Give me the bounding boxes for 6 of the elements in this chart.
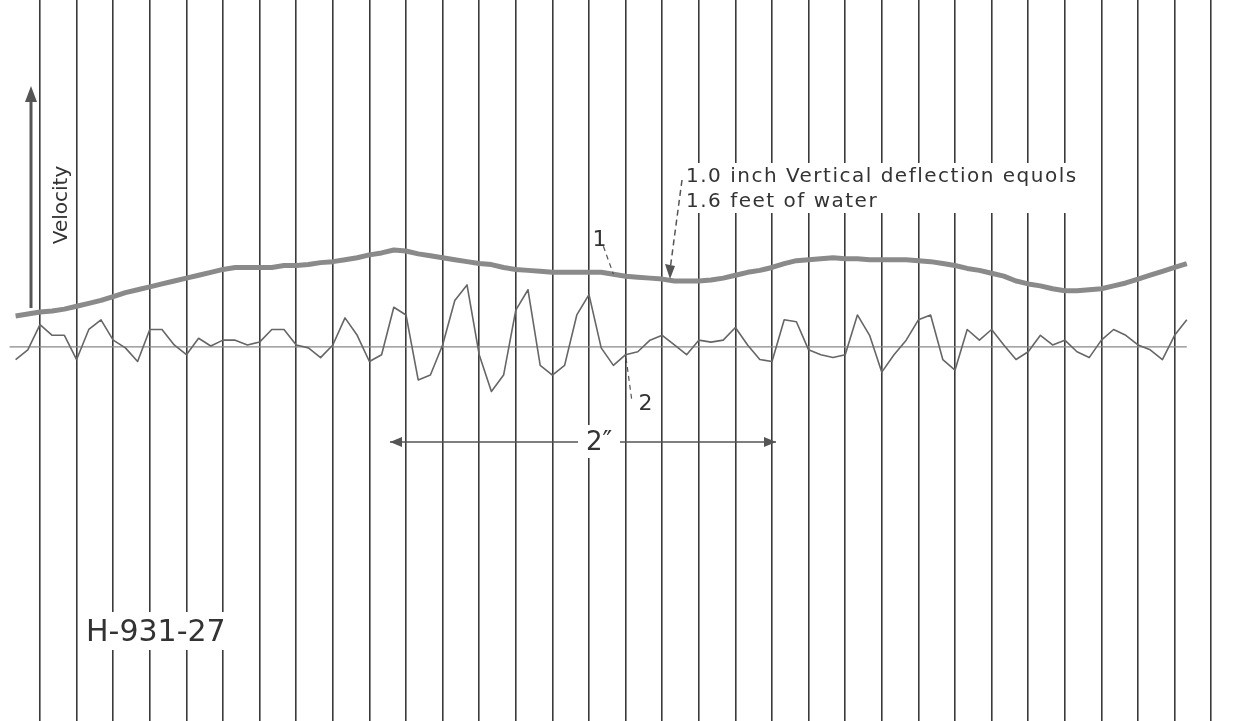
series-label: 2 [638, 390, 653, 416]
text: 1.0 inch Vertical deflection equols 1.6 feet of water [684, 163, 1080, 213]
y-axis-title: Velocity [48, 165, 72, 245]
series-label: 1 [592, 225, 607, 251]
text: H-931-27 [84, 612, 228, 650]
text: 2″ [584, 425, 615, 458]
